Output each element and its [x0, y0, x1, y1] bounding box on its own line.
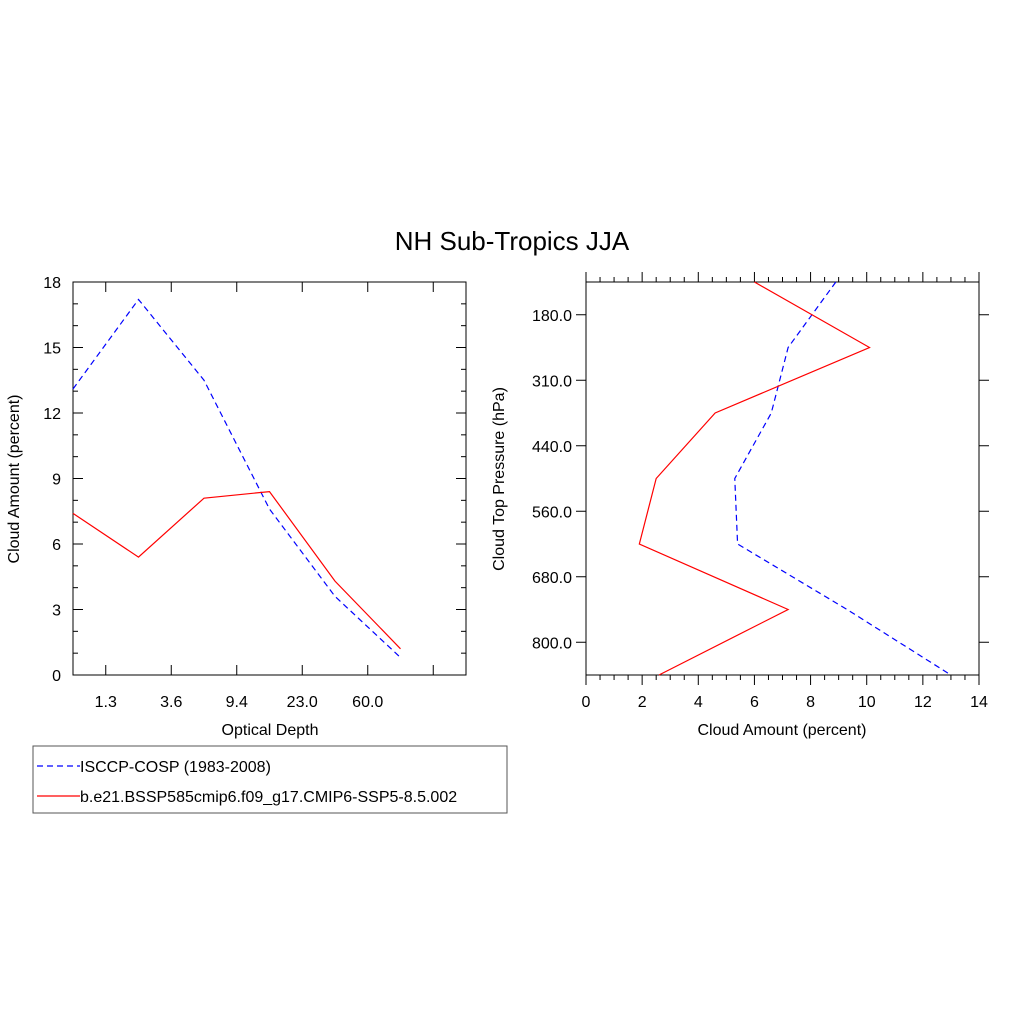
left-series	[72, 298, 401, 658]
right-y-tick-label: 440.0	[532, 439, 572, 456]
left-series-isccp-line	[72, 298, 401, 658]
right-y-tick-label: 560.0	[532, 504, 572, 521]
left-y-tick-label: 3	[52, 603, 61, 620]
figure-title: NH Sub-Tropics JJA	[395, 226, 630, 256]
right-x-tick-label: 8	[806, 694, 815, 711]
left-y-tick-label: 12	[43, 406, 61, 423]
left-plot-frame	[72, 281, 467, 676]
left-x-tick-label: 23.0	[287, 694, 318, 711]
right-series-model-line	[638, 281, 871, 676]
right-y-tick-label: 680.0	[532, 570, 572, 587]
left-y-tick-label: 0	[52, 668, 61, 685]
right-y-axis-label: Cloud Top Pressure (hPa)	[491, 387, 508, 571]
right-ticks: 0 2 4 6 8 10 12 14 180.0 310.0 440.0 560.0 680.0 800.…	[532, 272, 989, 711]
legend-label-isccp: ISCCP-COSP (1983-2008)	[80, 759, 271, 776]
right-x-tick-label: 6	[750, 694, 759, 711]
cloud-top-pressure-panel: 0 2 4 6 8 10 12 14 180.0 310.0 440.0 560.0 680.0 800.…	[491, 272, 989, 739]
left-y-axis-label: Cloud Amount (percent)	[6, 395, 23, 564]
left-ticks: 1.3 3.6 9.4 23.0 60.0 0 3 6 9 12 15 18	[43, 275, 466, 711]
left-x-tick-label: 1.3	[95, 694, 117, 711]
left-x-tick-label: 3.6	[160, 694, 182, 711]
right-x-tick-label: 14	[970, 694, 988, 711]
right-x-tick-label: 0	[582, 694, 591, 711]
left-y-tick-label: 18	[43, 275, 61, 292]
right-plot-frame	[585, 281, 980, 676]
right-x-tick-label: 2	[638, 694, 647, 711]
right-y-tick-label: 310.0	[532, 373, 572, 390]
right-series	[638, 281, 952, 676]
left-x-tick-label: 9.4	[226, 694, 248, 711]
right-y-tick-label: 180.0	[532, 308, 572, 325]
right-x-tick-label: 12	[914, 694, 932, 711]
right-x-tick-label: 4	[694, 694, 703, 711]
legend: ISCCP-COSP (1983-2008) b.e21.BSSP585cmip…	[32, 745, 508, 814]
left-x-tick-label: 60.0	[352, 694, 383, 711]
legend-label-model: b.e21.BSSP585cmip6.f09_g17.CMIP6-SSP5-8.…	[80, 789, 457, 806]
right-y-tick-label: 800.0	[532, 635, 572, 652]
left-y-tick-label: 15	[43, 341, 61, 358]
right-x-axis-label: Cloud Amount (percent)	[698, 722, 867, 739]
right-series-isccp-line	[734, 281, 952, 676]
legend-box	[32, 745, 508, 814]
right-x-tick-label: 10	[858, 694, 876, 711]
left-y-tick-label: 6	[52, 537, 61, 554]
left-x-axis-label: Optical Depth	[222, 722, 319, 739]
optical-depth-panel: 1.3 3.6 9.4 23.0 60.0 0 3 6 9 12 15 18 Optical Dept…	[6, 275, 467, 739]
left-series-model-line	[72, 490, 401, 650]
left-y-tick-label: 9	[52, 472, 61, 489]
